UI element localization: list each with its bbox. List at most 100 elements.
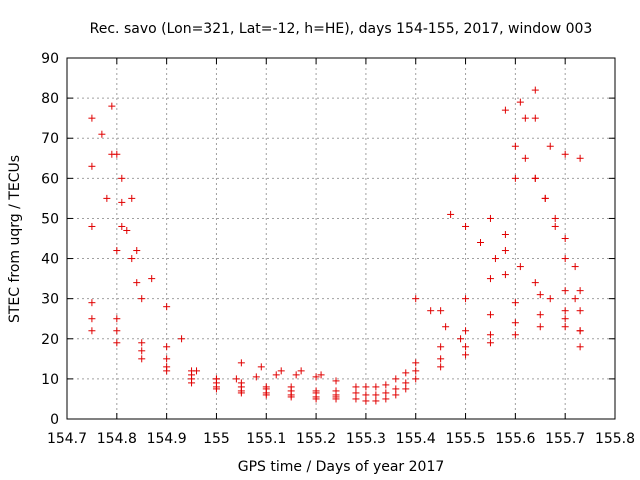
data-point <box>352 395 360 403</box>
data-point <box>88 315 96 323</box>
data-point <box>576 343 584 351</box>
data-point <box>392 391 400 399</box>
data-point <box>516 263 524 271</box>
data-point <box>178 335 186 343</box>
data-point <box>402 369 410 377</box>
data-point <box>437 343 445 351</box>
data-point <box>138 339 146 347</box>
data-point <box>462 343 470 351</box>
data-point <box>382 395 390 403</box>
data-point <box>437 307 445 315</box>
data-point <box>237 359 245 367</box>
x-tick-label: 154.9 <box>147 431 187 447</box>
y-tick-label: 0 <box>50 412 59 428</box>
data-point <box>531 86 539 94</box>
data-point <box>133 247 141 255</box>
data-point <box>232 375 240 383</box>
data-point <box>412 359 420 367</box>
data-point <box>516 98 524 106</box>
data-point <box>576 307 584 315</box>
data-point <box>561 307 569 315</box>
data-point <box>486 331 494 339</box>
axis-ticks: 154.7 154.8 154.9 155 155.1 155.2 155.3 155.4 15… <box>41 51 635 447</box>
y-axis-label: STEC from uqrg / TECUs <box>7 155 23 323</box>
data-point <box>193 367 201 375</box>
data-point <box>462 222 470 230</box>
data-point <box>118 174 126 182</box>
y-tick-label: 10 <box>41 372 59 388</box>
data-point <box>372 383 380 391</box>
data-point <box>163 355 171 363</box>
data-point <box>561 150 569 158</box>
x-tick-label: 154.8 <box>97 431 137 447</box>
data-point <box>546 142 554 150</box>
data-point <box>113 327 121 335</box>
data-point <box>501 230 509 238</box>
y-tick-label: 80 <box>41 91 59 107</box>
data-point <box>521 114 529 122</box>
gridlines <box>66 57 616 420</box>
data-point <box>312 387 320 395</box>
data-point <box>501 106 509 114</box>
x-tick-label: 155.1 <box>246 431 286 447</box>
x-tick-label: 155.8 <box>595 431 635 447</box>
data-point <box>88 162 96 170</box>
data-point <box>372 391 380 399</box>
data-point <box>133 279 141 287</box>
data-point <box>362 391 370 399</box>
data-point <box>287 383 295 391</box>
x-tick-label: 155.2 <box>296 431 336 447</box>
data-point <box>163 363 171 371</box>
data-point <box>412 295 420 303</box>
data-point <box>332 377 340 385</box>
data-point <box>262 383 270 391</box>
data-point <box>561 315 569 323</box>
data-point <box>536 291 544 299</box>
data-point <box>561 255 569 263</box>
data-point <box>98 130 106 138</box>
data-point <box>511 299 519 307</box>
chart-title: Rec. savo (Lon=321, Lat=-12, h=HE), days… <box>90 21 593 37</box>
data-point <box>486 275 494 283</box>
data-point <box>392 375 400 383</box>
data-point <box>576 327 584 335</box>
data-point <box>576 287 584 295</box>
x-axis-label: GPS time / Days of year 2017 <box>238 459 445 475</box>
data-point <box>113 247 121 255</box>
data-point <box>561 287 569 295</box>
data-point <box>442 323 450 331</box>
data-point <box>382 381 390 389</box>
y-tick-label: 40 <box>41 252 59 268</box>
data-point <box>511 331 519 339</box>
data-point <box>501 271 509 279</box>
data-point <box>402 379 410 387</box>
data-point <box>541 194 549 202</box>
plot-frame <box>66 57 616 420</box>
data-point <box>462 295 470 303</box>
data-point <box>476 239 484 247</box>
data-point <box>372 397 380 405</box>
data-point <box>138 355 146 363</box>
data-point <box>412 375 420 383</box>
data-point <box>551 222 559 230</box>
y-tick-label: 70 <box>41 131 59 147</box>
data-point <box>521 154 529 162</box>
data-point <box>103 194 111 202</box>
data-point <box>531 174 539 182</box>
data-point <box>576 154 584 162</box>
data-point <box>447 210 455 218</box>
y-tick-label: 90 <box>41 51 59 67</box>
x-tick-label: 155.7 <box>545 431 585 447</box>
y-tick-label: 30 <box>41 292 59 308</box>
data-point <box>462 327 470 335</box>
data-point <box>427 307 435 315</box>
x-tick-label: 155.3 <box>346 431 386 447</box>
data-point <box>402 385 410 393</box>
data-point <box>352 383 360 391</box>
data-point <box>546 295 554 303</box>
data-point <box>392 385 400 393</box>
data-point <box>123 226 131 234</box>
data-point <box>88 222 96 230</box>
data-point <box>437 355 445 363</box>
